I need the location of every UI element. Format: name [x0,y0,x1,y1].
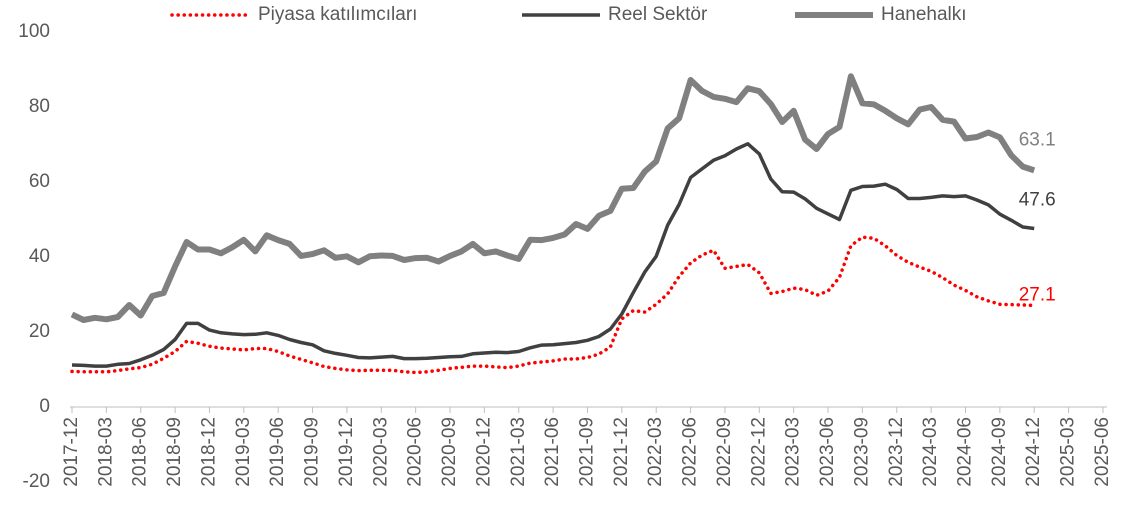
y-tick-label: 0 [39,396,50,417]
x-tick-label: 2023-09 [851,417,872,487]
x-tick-label: 2023-03 [783,417,804,487]
x-tick-label: 2021-03 [508,417,529,487]
x-tick-label: 2020-12 [473,417,494,487]
x-tick-label: 2024-09 [989,417,1010,487]
x-tick-label: 2018-06 [130,417,151,487]
x-tick-label: 2020-06 [405,417,426,487]
x-tick-label: 2017-12 [61,417,82,487]
x-tick-label: 2020-03 [370,417,391,487]
data-label: 63.1 [1019,129,1056,150]
legend-label: Hanehalkı [881,4,967,25]
x-tick-label: 2023-12 [886,417,907,487]
data-label: 27.1 [1019,284,1056,305]
x-tick-label: 2024-03 [920,417,941,487]
x-tick-label: 2022-03 [645,417,666,487]
x-tick-label: 2020-09 [439,417,460,487]
legend-label: Reel Sektör [608,4,708,25]
x-tick-label: 2022-09 [714,417,735,487]
x-tick-label: 2018-09 [164,417,185,487]
x-tick-label: 2019-12 [336,417,357,487]
line [71,142,1035,368]
y-tick-label: -20 [23,471,50,492]
x-tick-label: 2025-03 [1058,417,1079,487]
y-tick-label: 60 [29,171,50,192]
y-tick-label: 80 [29,96,50,117]
x-tick-label: 2019-09 [302,417,323,487]
x-tick-label: 2025-06 [1092,417,1113,487]
x-tick-label: 2024-06 [955,417,976,487]
x-tick-label: 2024-12 [1023,417,1044,487]
x-tick-label: 2019-06 [267,417,288,487]
x-tick-label: 2018-03 [95,417,116,487]
x-tick-label: 2021-06 [542,417,563,487]
x-tick-label: 2021-09 [576,417,597,487]
y-tick-label: 100 [18,21,50,42]
x-tick-label: 2022-12 [748,417,769,487]
x-tick-label: 2018-12 [198,417,219,487]
x-tick-label: 2021-12 [611,417,632,487]
data-label: 47.6 [1019,190,1056,211]
legend-label: Piyasa katılımcıları [258,4,417,25]
x-tick-label: 2023-06 [817,417,838,487]
x-tick-label: 2022-06 [680,417,701,487]
x-tick-label: 2019-03 [233,417,254,487]
y-tick-label: 20 [29,321,50,342]
y-tick-label: 40 [29,246,50,267]
line [70,235,1036,375]
line [70,73,1036,323]
